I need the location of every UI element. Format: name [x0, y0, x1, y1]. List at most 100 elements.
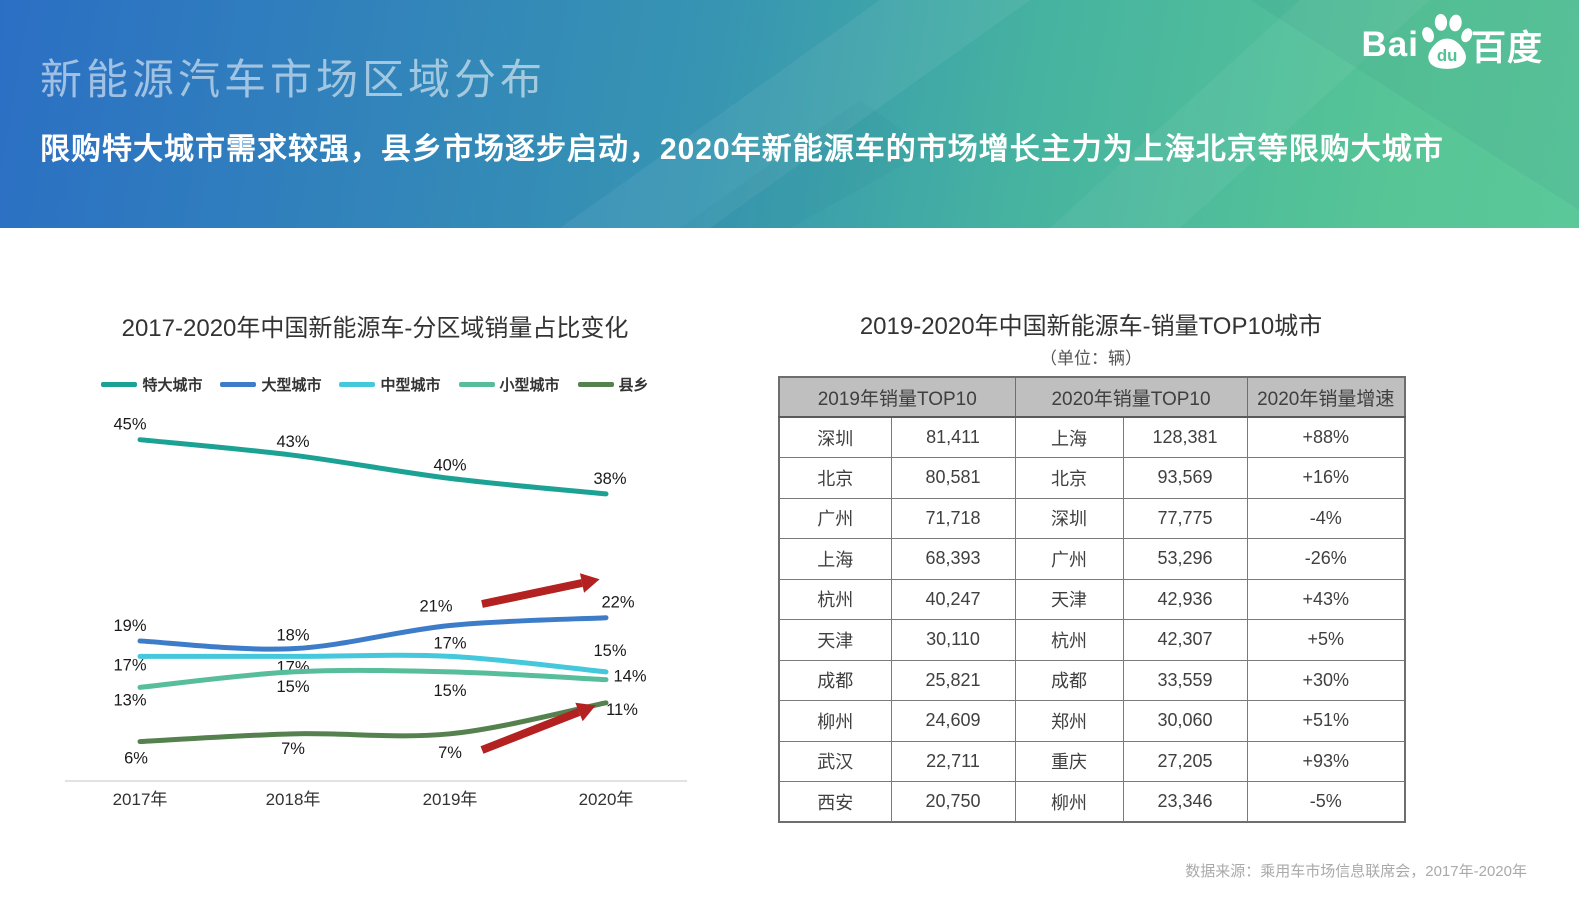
x-axis-label: 2020年 — [579, 790, 634, 809]
cell-city-2019: 北京 — [778, 457, 892, 499]
x-axis-label: 2019年 — [423, 790, 478, 809]
legend-line-swatch — [577, 382, 614, 387]
table-header-row: 2019年销量TOP10 2020年销量TOP10 2020年销量增速 — [778, 376, 1406, 418]
baidu-logo: Bai du 百度 — [1362, 14, 1543, 76]
data-label: 7% — [281, 740, 305, 758]
data-label: 15% — [593, 642, 626, 660]
cell-sales-2019: 68,393 — [890, 538, 1016, 580]
cell-city-2019: 西安 — [778, 781, 892, 823]
table-body: 深圳 81,411 上海 128,381 +88% 北京 80,581 北京 93,569 +16… — [778, 416, 1406, 823]
top10-table: 2019年销量TOP10 2020年销量TOP10 2020年销量增速 深圳 81… — [778, 376, 1406, 823]
cell-sales-2020: 93,569 — [1122, 457, 1248, 499]
table-unit-note: （单位：辆） — [1040, 349, 1142, 368]
legend-label: 中型城市 — [380, 377, 441, 394]
trend-arrow-head — [575, 702, 596, 722]
baidu-logo-cn-text: 百度 — [1470, 28, 1543, 68]
chart-legend: 特大城市 大型城市 中型城市 小型城市 县乡 — [60, 374, 690, 395]
table-row: 柳州 24,609 郑州 30,060 +51% — [778, 700, 1406, 742]
cell-sales-2019: 24,609 — [890, 700, 1016, 742]
cell-city-2020: 深圳 — [1014, 497, 1124, 539]
table-row: 广州 71,718 深圳 77,775 -4% — [778, 497, 1406, 539]
legend-label: 特大城市 — [142, 377, 203, 394]
legend-line-swatch — [101, 382, 138, 387]
cell-city-2019: 广州 — [778, 497, 892, 539]
trend-arrow-shaft — [480, 708, 581, 754]
banner-geometric-pattern — [560, 0, 1579, 228]
series-line-3 — [137, 667, 609, 690]
trend-arrow-shaft — [481, 579, 583, 608]
data-label: 22% — [601, 594, 634, 612]
column-header-2020-growth: 2020年销量增速 — [1246, 376, 1406, 418]
data-label: 13% — [113, 691, 146, 709]
data-label: 45% — [113, 416, 146, 434]
cell-growth-2020: -26% — [1246, 538, 1406, 580]
cell-sales-2020: 128,381 — [1122, 416, 1248, 458]
trend-arrow-head — [579, 573, 600, 593]
data-label: 17% — [113, 656, 146, 674]
table-row: 成都 25,821 成都 33,559 +30% — [778, 659, 1406, 701]
cell-growth-2020: -5% — [1246, 781, 1406, 823]
legend-item: 小型城市 — [458, 374, 560, 395]
data-label: 7% — [438, 744, 462, 762]
cell-city-2020: 重庆 — [1014, 740, 1124, 782]
cell-sales-2020: 33,559 — [1122, 659, 1248, 701]
line-chart: 2017年 2018年 2019年 2020年 45% 43% 40% 38% 19% 18% 21… — [65, 416, 687, 809]
legend-label: 县乡 — [618, 377, 649, 394]
cell-city-2020: 柳州 — [1014, 781, 1124, 823]
cell-sales-2020: 42,307 — [1122, 619, 1248, 661]
cell-city-2019: 柳州 — [778, 700, 892, 742]
cell-sales-2019: 71,718 — [890, 497, 1016, 539]
table-row: 武汉 22,711 重庆 27,205 +93% — [778, 740, 1406, 782]
cell-city-2020: 上海 — [1014, 416, 1124, 458]
cell-sales-2020: 27,205 — [1122, 740, 1248, 782]
cell-sales-2020: 42,936 — [1122, 578, 1248, 620]
cell-sales-2019: 40,247 — [890, 578, 1016, 620]
data-label: 11% — [606, 701, 638, 719]
table-title: 2019-2020年中国新能源车-销量TOP10城市 — [859, 313, 1323, 340]
legend-item: 特大城市 — [101, 374, 202, 395]
data-label: 14% — [613, 668, 646, 686]
table-row: 杭州 40,247 天津 42,936 +43% — [778, 578, 1406, 620]
cell-growth-2020: +51% — [1246, 700, 1406, 742]
table-row: 上海 68,393 广州 53,296 -26% — [778, 538, 1406, 580]
data-label: 19% — [113, 617, 146, 635]
legend-line-swatch — [339, 382, 376, 387]
cell-city-2019: 成都 — [778, 659, 892, 701]
cell-city-2019: 天津 — [778, 619, 892, 661]
cell-growth-2020: +5% — [1246, 619, 1406, 661]
series-line-1 — [137, 615, 609, 652]
page-subtitle: 限购特大城市需求较强，县乡市场逐步启动，2020年新能源车的市场增长主力为上海北… — [40, 133, 1444, 166]
cell-city-2019: 杭州 — [778, 578, 892, 620]
cell-growth-2020: +16% — [1246, 457, 1406, 499]
table-row: 西安 20,750 柳州 23,346 -5% — [778, 781, 1406, 823]
cell-city-2020: 广州 — [1014, 538, 1124, 580]
cell-city-2020: 成都 — [1014, 659, 1124, 701]
svg-text:du: du — [1437, 46, 1458, 65]
cell-city-2019: 武汉 — [778, 740, 892, 782]
cell-sales-2019: 30,110 — [890, 619, 1016, 661]
cell-city-2020: 郑州 — [1014, 700, 1124, 742]
column-header-2020-top10: 2020年销量TOP10 — [1014, 376, 1248, 418]
table-row: 北京 80,581 北京 93,569 +16% — [778, 457, 1406, 499]
cell-sales-2019: 22,711 — [890, 740, 1016, 782]
data-label: 15% — [276, 678, 309, 696]
column-header-2019-top10: 2019年销量TOP10 — [778, 376, 1016, 418]
cell-city-2019: 深圳 — [778, 416, 892, 458]
chart-title: 2017-2020年中国新能源车-分区域销量占比变化 — [121, 315, 629, 342]
table-row: 天津 30,110 杭州 42,307 +5% — [778, 619, 1406, 661]
x-axis-label: 2018年 — [266, 790, 321, 809]
data-source-note: 数据来源：乘用车市场信息联席会，2017年-2020年 — [1185, 863, 1527, 880]
cell-city-2020: 杭州 — [1014, 619, 1124, 661]
legend-item: 大型城市 — [220, 374, 321, 395]
x-axis-label: 2017年 — [113, 790, 168, 809]
data-label: 21% — [419, 597, 452, 615]
series-line-2 — [137, 652, 609, 675]
cell-sales-2020: 23,346 — [1122, 781, 1248, 823]
cell-sales-2020: 77,775 — [1122, 497, 1248, 539]
cell-sales-2019: 80,581 — [890, 457, 1016, 499]
cell-city-2020: 北京 — [1014, 457, 1124, 499]
cell-city-2020: 天津 — [1014, 578, 1124, 620]
data-label: 40% — [433, 456, 466, 474]
legend-label: 小型城市 — [499, 377, 560, 394]
